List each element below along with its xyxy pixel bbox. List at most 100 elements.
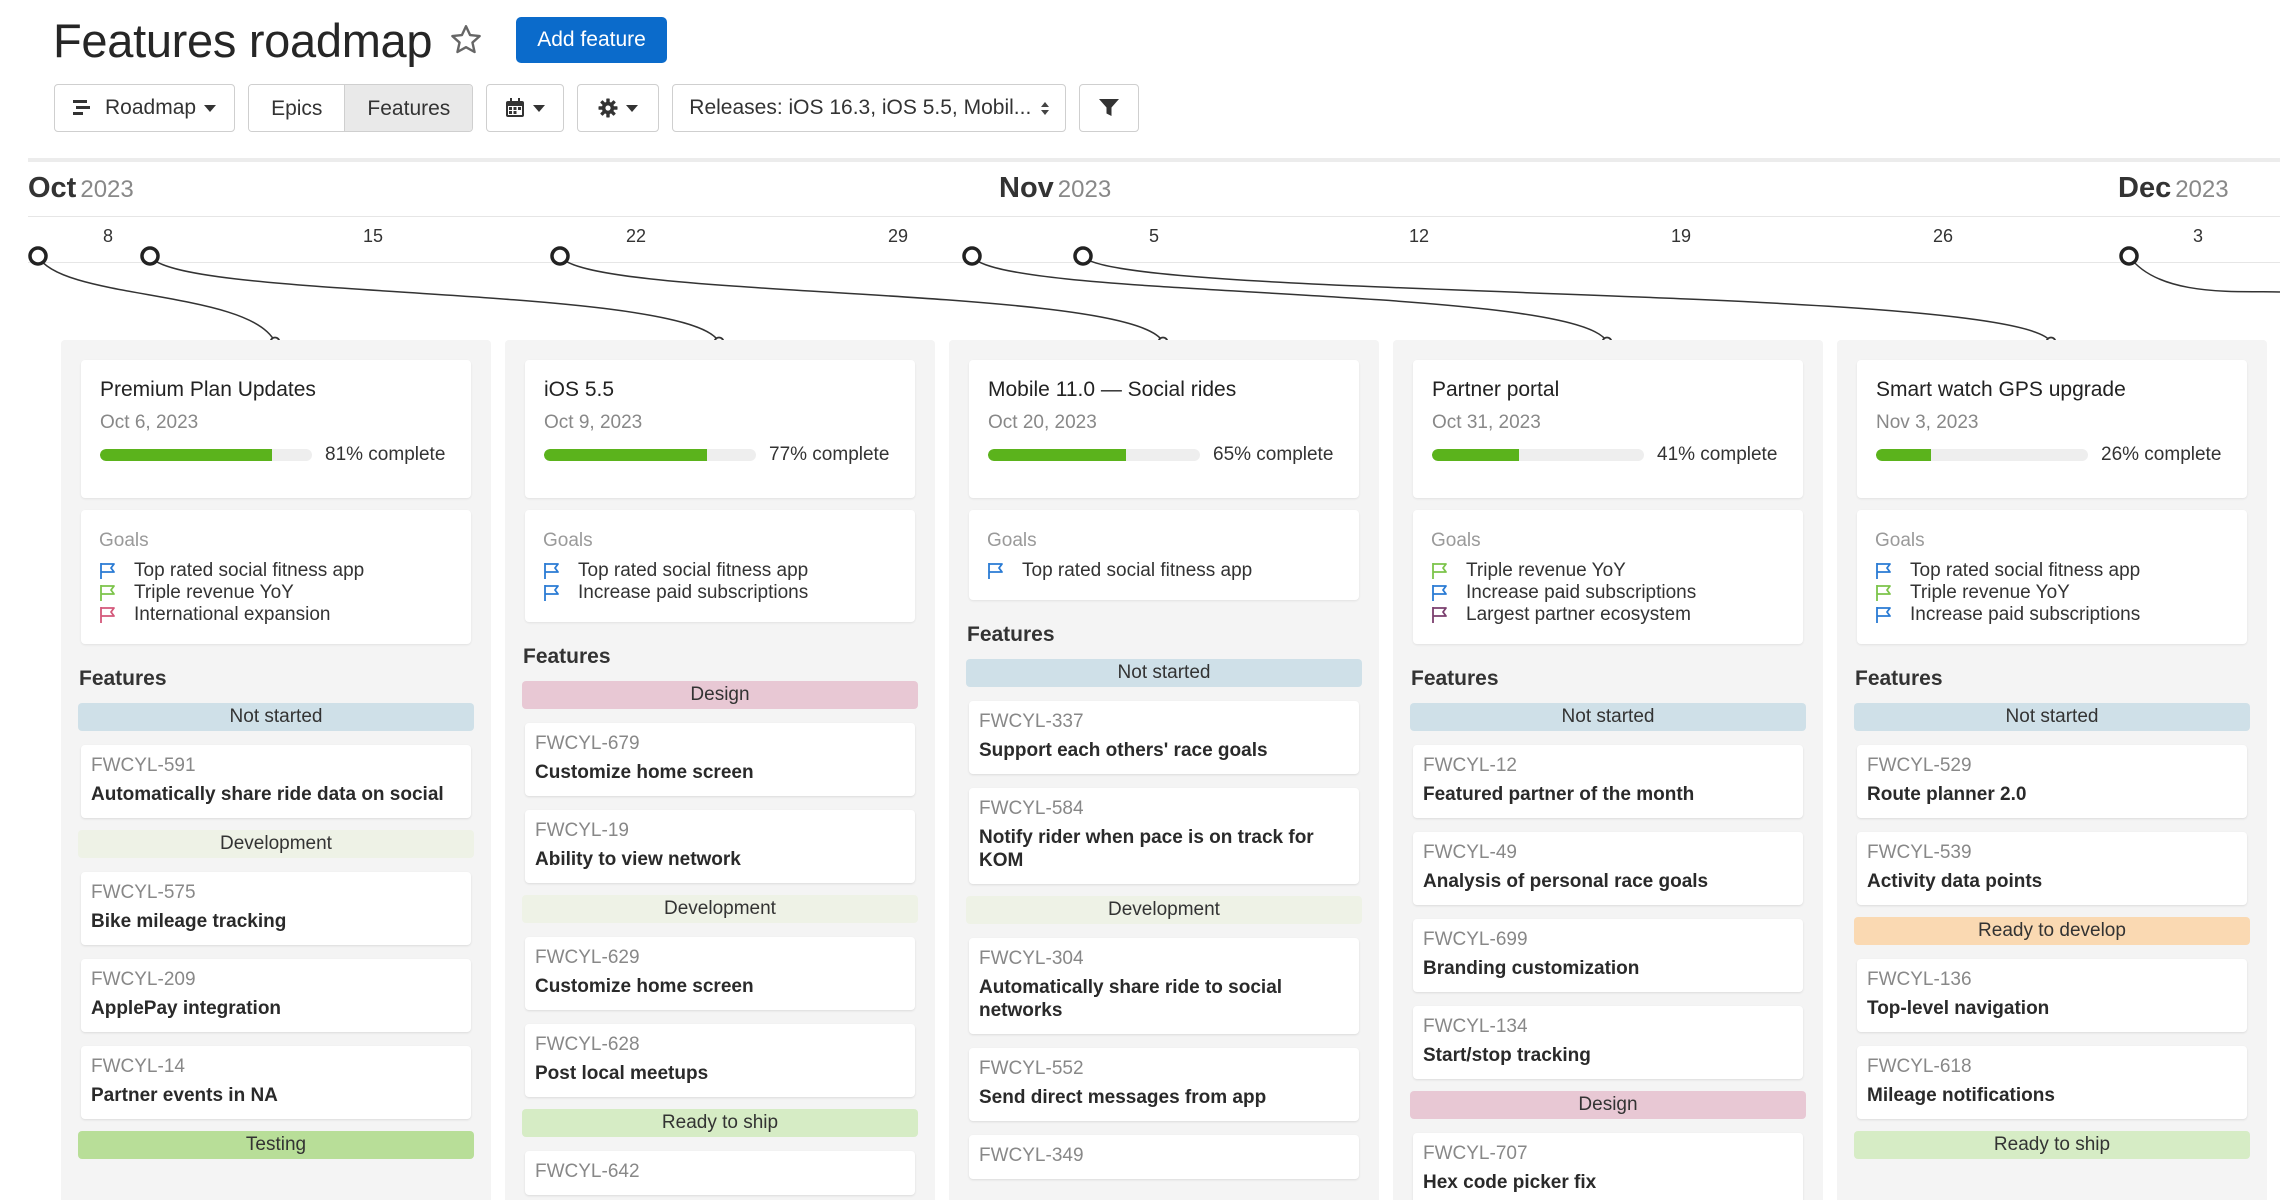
goal-item[interactable]: Top rated social fitness app [987, 560, 1341, 582]
goals-card: Goals Triple revenue YoY Increase paid sub… [1413, 510, 1803, 644]
status-group-header[interactable]: Development [522, 895, 918, 923]
feature-card[interactable]: FWCYL-304 Automatically share ride to soc… [969, 938, 1359, 1034]
status-group-header[interactable]: Ready to ship [522, 1109, 918, 1137]
feature-name: ApplePay integration [91, 998, 282, 1019]
feature-card[interactable]: FWCYL-337 Support each others' race goals [969, 701, 1359, 774]
goal-label: Increase paid subscriptions [1466, 582, 1697, 603]
feature-card[interactable]: FWCYL-529 Route planner 2.0 [1857, 745, 2247, 818]
progress-bar [988, 449, 1200, 461]
feature-card[interactable]: FWCYL-629 Customize home screen [525, 937, 915, 1010]
status-group-header[interactable]: Development [78, 830, 474, 858]
status-group-header[interactable]: Not started [966, 659, 1362, 687]
goal-item[interactable]: Increase paid subscriptions [543, 582, 897, 604]
goal-label: Increase paid subscriptions [1910, 604, 2141, 625]
feature-card[interactable]: FWCYL-134 Start/stop tracking [1413, 1006, 1803, 1079]
feature-card[interactable]: FWCYL-707 Hex code picker fix [1413, 1133, 1803, 1200]
feature-card[interactable]: FWCYL-136 Top-level navigation [1857, 959, 2247, 1032]
goal-item[interactable]: Triple revenue YoY [1875, 582, 2229, 604]
feature-card[interactable]: FWCYL-699 Branding customization [1413, 919, 1803, 992]
progress-bar-fill [1876, 449, 1932, 461]
status-group-header[interactable]: Design [1410, 1091, 1806, 1119]
status-group-header[interactable]: Not started [78, 703, 474, 731]
feature-card[interactable]: FWCYL-628 Post local meetups [525, 1024, 915, 1097]
settings-dropdown-button[interactable] [577, 84, 660, 132]
feature-card[interactable]: FWCYL-12 Featured partner of the month [1413, 745, 1803, 818]
feature-id: FWCYL-591 [91, 755, 196, 776]
goal-item[interactable]: Top rated social fitness app [1875, 560, 2229, 582]
release-progress: 41% complete [1432, 444, 1784, 466]
feature-name: Route planner 2.0 [1867, 784, 2027, 805]
releases-filter-select[interactable]: Releases: iOS 16.3, iOS 5.5, Mobil... [672, 84, 1067, 132]
release-name[interactable]: Mobile 11.0 — Social rides [988, 378, 1237, 401]
release-card[interactable]: Premium Plan Updates Oct 6, 2023 81% compl… [81, 360, 471, 498]
month-name: Dec [2118, 172, 2172, 204]
release-column-content: Smart watch GPS upgrade Nov 3, 2023 26% co… [1837, 340, 2267, 1159]
feature-card[interactable]: FWCYL-552 Send direct messages from app [969, 1048, 1359, 1121]
status-group-header[interactable]: Development [966, 896, 1362, 924]
timeline-month: Dec 2023 [2118, 172, 2229, 205]
feature-card[interactable]: FWCYL-642 [525, 1151, 915, 1195]
release-card[interactable]: Mobile 11.0 — Social rides Oct 20, 2023 65… [969, 360, 1359, 498]
goal-item[interactable]: Triple revenue YoY [1431, 560, 1785, 582]
chevron-down-icon [626, 104, 639, 112]
filter-icon [1099, 99, 1120, 116]
flag-icon [1876, 563, 1891, 579]
status-group-header[interactable]: Testing [78, 1131, 474, 1159]
goal-item[interactable]: Triple revenue YoY [99, 582, 453, 604]
goal-item[interactable]: Top rated social fitness app [543, 560, 897, 582]
feature-name: Start/stop tracking [1423, 1045, 1591, 1066]
features-heading: Features [79, 667, 167, 690]
goal-item[interactable]: Increase paid subscriptions [1431, 582, 1785, 604]
release-date: Nov 3, 2023 [1876, 412, 1979, 433]
release-name[interactable]: Partner portal [1432, 378, 1560, 401]
feature-card[interactable]: FWCYL-349 [969, 1135, 1359, 1179]
release-column: Partner portal Oct 31, 2023 41% complete Go… [1393, 340, 1823, 1200]
add-feature-button[interactable]: Add feature [516, 17, 667, 63]
release-column: iOS 5.5 Oct 9, 2023 77% complete Goals Top r… [505, 340, 935, 1200]
feature-card[interactable]: FWCYL-19 Ability to view network [525, 810, 915, 883]
goals-card: Goals Top rated social fitness app [969, 510, 1359, 600]
feature-card[interactable]: FWCYL-679 Customize home screen [525, 723, 915, 796]
release-column: Premium Plan Updates Oct 6, 2023 81% compl… [61, 340, 491, 1200]
feature-card[interactable]: FWCYL-209 ApplePay integration [81, 959, 471, 1032]
release-name[interactable]: Smart watch GPS upgrade [1876, 378, 2126, 401]
chevron-down-icon [533, 104, 546, 112]
release-card[interactable]: iOS 5.5 Oct 9, 2023 77% complete [525, 360, 915, 498]
features-heading: Features [967, 623, 1055, 646]
status-group-header[interactable]: Ready to ship [1854, 1131, 2250, 1159]
feature-id: FWCYL-337 [979, 711, 1084, 732]
release-progress: 77% complete [544, 444, 896, 466]
feature-id: FWCYL-136 [1867, 969, 1972, 990]
status-group-header[interactable]: Not started [1410, 703, 1806, 731]
feature-card[interactable]: FWCYL-539 Activity data points [1857, 832, 2247, 905]
feature-card[interactable]: FWCYL-618 Mileage notifications [1857, 1046, 2247, 1119]
feature-card[interactable]: FWCYL-584 Notify rider when pace is on tr… [969, 788, 1359, 884]
release-name[interactable]: iOS 5.5 [544, 378, 615, 401]
timeline-day: 29 [887, 226, 909, 246]
feature-card[interactable]: FWCYL-49 Analysis of personal race goals [1413, 832, 1803, 905]
goals-label: Goals [1875, 530, 1925, 551]
header: Features roadmap Add feature [53, 10, 667, 70]
goal-item[interactable]: Largest partner ecosystem [1431, 604, 1785, 626]
release-card[interactable]: Smart watch GPS upgrade Nov 3, 2023 26% co… [1857, 360, 2247, 498]
calendar-dropdown-button[interactable] [486, 84, 565, 132]
goal-item[interactable]: Increase paid subscriptions [1875, 604, 2229, 626]
status-group-header[interactable]: Design [522, 681, 918, 709]
progress-bar-fill [988, 449, 1126, 461]
feature-id: FWCYL-19 [535, 820, 629, 841]
epics-toggle-button[interactable]: Epics [249, 85, 345, 131]
release-name[interactable]: Premium Plan Updates [100, 378, 316, 401]
goal-item[interactable]: International expansion [99, 604, 453, 626]
features-toggle-button[interactable]: Features [344, 85, 473, 131]
view-selector-button[interactable]: Roadmap [54, 84, 236, 132]
star-icon[interactable] [448, 22, 484, 58]
status-group-header[interactable]: Ready to develop [1854, 917, 2250, 945]
release-card[interactable]: Partner portal Oct 31, 2023 41% complete [1413, 360, 1803, 498]
goal-item[interactable]: Top rated social fitness app [99, 560, 453, 582]
progress-bar [1876, 449, 2088, 461]
filter-button[interactable] [1079, 84, 1140, 132]
feature-card[interactable]: FWCYL-575 Bike mileage tracking [81, 872, 471, 945]
feature-card[interactable]: FWCYL-14 Partner events in NA [81, 1046, 471, 1119]
status-group-header[interactable]: Not started [1854, 703, 2250, 731]
feature-card[interactable]: FWCYL-591 Automatically share ride data o… [81, 745, 471, 818]
